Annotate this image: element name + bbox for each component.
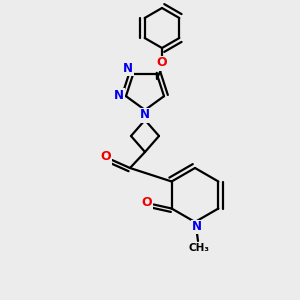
Text: N: N [192,220,202,233]
Text: N: N [141,110,151,122]
Text: N: N [114,89,124,102]
Text: CH₃: CH₃ [188,243,209,253]
Text: N: N [123,62,133,75]
Text: O: O [101,151,111,164]
Text: O: O [157,56,167,70]
Text: N: N [140,109,150,122]
Text: O: O [141,196,152,209]
